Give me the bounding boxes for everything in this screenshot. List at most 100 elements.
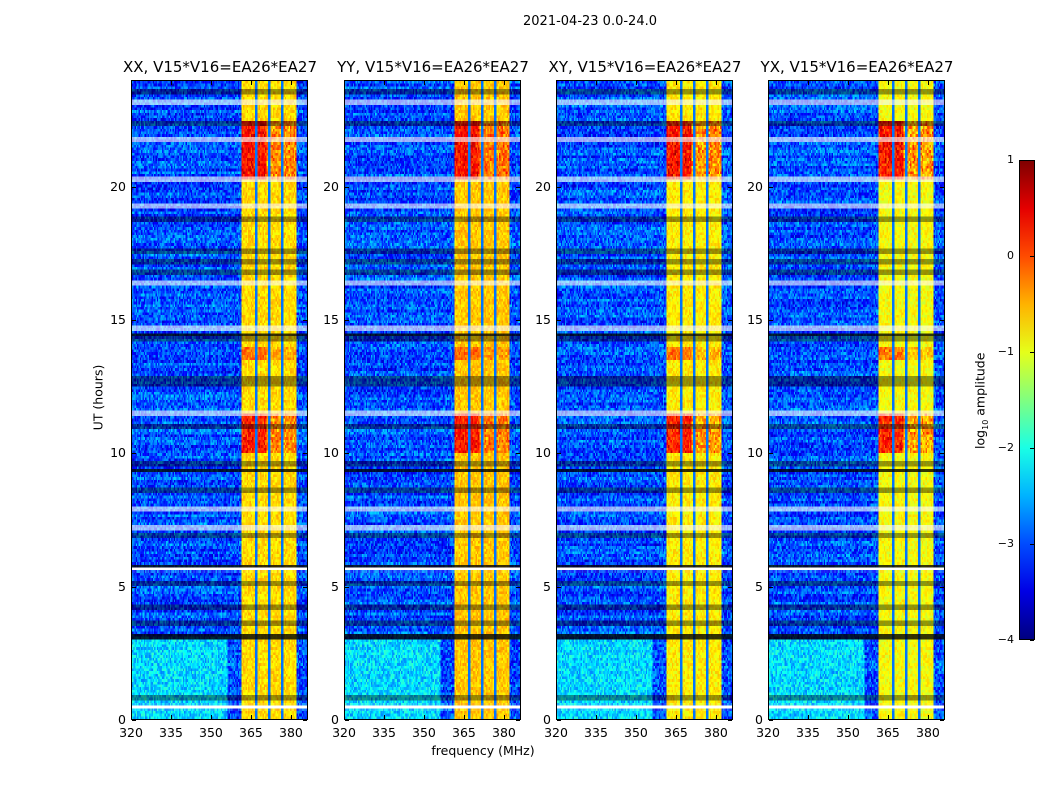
- y-tick-label: 0: [755, 712, 763, 727]
- heatmap-xx: [132, 81, 307, 719]
- x-tick-mark: [887, 715, 889, 719]
- x-tick-mark: [635, 715, 637, 719]
- x-tick-mark: [423, 81, 425, 85]
- y-tick-label: 15: [747, 312, 763, 327]
- y-tick-mark: [132, 586, 136, 588]
- x-tick-mark: [250, 81, 252, 85]
- x-tick-mark: [423, 715, 425, 719]
- panel-title-yx: YX, V15*V16=EA26*EA27: [760, 58, 954, 76]
- y-tick-mark: [769, 320, 773, 321]
- x-tick-mark: [210, 715, 212, 719]
- x-tick-mark: [250, 715, 252, 719]
- y-tick-mark: [557, 453, 561, 455]
- y-axis-label: UT (hours): [90, 364, 106, 431]
- y-tick-mark: [769, 453, 773, 455]
- y-tick-mark: [345, 186, 349, 188]
- x-axis-label: frequency (MHz): [431, 743, 535, 758]
- colorbar-tick-label: −3: [997, 537, 1014, 550]
- x-tick-label: 380: [492, 725, 516, 740]
- y-tick-mark: [940, 720, 944, 721]
- y-tick-label: 20: [747, 178, 763, 194]
- x-tick-label: 350: [624, 725, 648, 740]
- panel-title-xy: XY, V15*V16=EA26*EA27: [548, 58, 742, 76]
- y-tick-mark: [516, 586, 520, 588]
- y-tick-mark: [303, 320, 307, 321]
- y-tick-mark: [345, 586, 349, 588]
- colorbar-tick-label: 1: [1007, 153, 1014, 166]
- x-tick-mark: [887, 81, 889, 85]
- y-tick-mark: [516, 720, 520, 721]
- x-tick-label: 335: [372, 725, 396, 740]
- x-tick-mark: [131, 81, 132, 85]
- x-tick-mark: [807, 715, 809, 719]
- y-tick-label: 10: [323, 445, 339, 461]
- x-tick-label: 380: [916, 725, 940, 740]
- y-tick-label: 15: [323, 312, 339, 327]
- y-tick-mark: [557, 586, 561, 588]
- figure-title: 2021-04-23 0.0-24.0: [523, 14, 657, 29]
- colorbar-tick-label: −1: [997, 345, 1014, 358]
- x-tick-label: 365: [876, 725, 900, 740]
- y-tick-label: 20: [535, 178, 551, 194]
- x-tick-mark: [927, 81, 929, 85]
- x-tick-mark: [768, 81, 769, 85]
- y-tick-mark: [516, 453, 520, 455]
- y-tick-label: 5: [331, 578, 339, 594]
- x-tick-mark: [383, 715, 385, 719]
- y-tick-mark: [516, 186, 520, 188]
- heatmap-panel-xx: [131, 80, 308, 720]
- x-tick-mark: [807, 81, 809, 85]
- y-tick-mark: [345, 320, 349, 321]
- panel-title-yy: YY, V15*V16=EA26*EA27: [337, 58, 529, 76]
- y-tick-mark: [303, 720, 307, 721]
- y-tick-mark: [557, 320, 561, 321]
- x-tick-mark: [595, 715, 597, 719]
- x-tick-mark: [715, 715, 717, 719]
- y-tick-mark: [303, 453, 307, 455]
- x-tick-label: 350: [836, 725, 860, 740]
- x-tick-mark: [344, 715, 345, 719]
- x-tick-mark: [675, 715, 677, 719]
- colorbar-tick-label: −4: [997, 633, 1014, 646]
- x-tick-label: 335: [796, 725, 820, 740]
- x-tick-mark: [210, 81, 212, 85]
- x-tick-mark: [503, 81, 505, 85]
- x-tick-label: 380: [279, 725, 303, 740]
- colorbar-label: log10 amplitude: [972, 341, 990, 461]
- y-tick-label: 10: [747, 445, 763, 461]
- y-tick-label: 5: [118, 578, 126, 594]
- y-tick-label: 0: [331, 712, 339, 727]
- y-tick-label: 10: [110, 445, 126, 461]
- y-tick-mark: [132, 720, 136, 721]
- panel-title-xx: XX, V15*V16=EA26*EA27: [122, 58, 317, 76]
- y-tick-label: 15: [110, 312, 126, 327]
- y-tick-mark: [769, 186, 773, 188]
- x-tick-label: 335: [159, 725, 183, 740]
- y-tick-mark: [728, 453, 732, 455]
- x-tick-mark: [503, 715, 505, 719]
- y-tick-mark: [132, 453, 136, 455]
- y-tick-label: 5: [755, 578, 763, 594]
- x-tick-mark: [463, 715, 465, 719]
- y-tick-label: 0: [543, 712, 551, 727]
- x-tick-mark: [131, 715, 132, 719]
- y-tick-mark: [132, 186, 136, 188]
- y-tick-mark: [940, 320, 944, 321]
- colorbar-tick-label: −2: [997, 441, 1014, 454]
- y-tick-mark: [303, 186, 307, 188]
- x-tick-mark: [715, 81, 717, 85]
- x-tick-label: 335: [584, 725, 608, 740]
- y-tick-mark: [557, 720, 561, 721]
- heatmap-panel-xy: [556, 80, 733, 720]
- y-tick-mark: [940, 186, 944, 188]
- x-tick-mark: [463, 81, 465, 85]
- colorbar-label-sub: 10: [980, 419, 990, 430]
- y-tick-mark: [940, 586, 944, 588]
- heatmap-yx: [769, 81, 944, 719]
- colorbar-label-log: log: [972, 429, 988, 449]
- y-tick-mark: [728, 720, 732, 721]
- x-tick-mark: [847, 715, 849, 719]
- x-tick-label: 320: [332, 725, 356, 740]
- y-tick-label: 15: [535, 312, 551, 327]
